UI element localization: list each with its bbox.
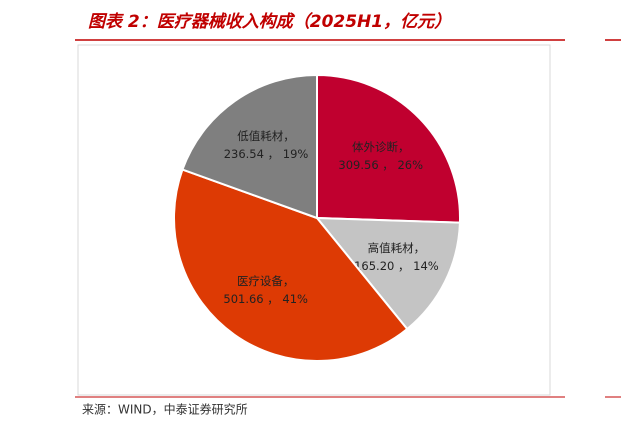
slice-category: 体外诊断， xyxy=(352,140,410,154)
slice-value-label: 236.54 ， 19% xyxy=(224,147,309,161)
source: 来源：WIND，中泰证券研究所 xyxy=(82,402,248,417)
pie-slice xyxy=(314,216,461,331)
chart-title: 图表 2：医疗器械收入构成（2025H1，亿元） xyxy=(88,12,451,32)
slice-category: 低值耗材， xyxy=(237,129,295,143)
slice-value-label: 165.20 ， 14% xyxy=(354,259,439,273)
pie-slice xyxy=(316,73,461,224)
pie-slice xyxy=(181,73,318,220)
slice-value-label: 309.56 ， 26% xyxy=(338,158,423,172)
pie-slice xyxy=(173,168,409,362)
slice-category: 高值耗材， xyxy=(368,241,426,255)
chart-frame xyxy=(77,44,551,396)
slice-value-label: 501.66 ， 41% xyxy=(223,292,308,306)
slice-category: 医疗设备， xyxy=(237,274,295,288)
